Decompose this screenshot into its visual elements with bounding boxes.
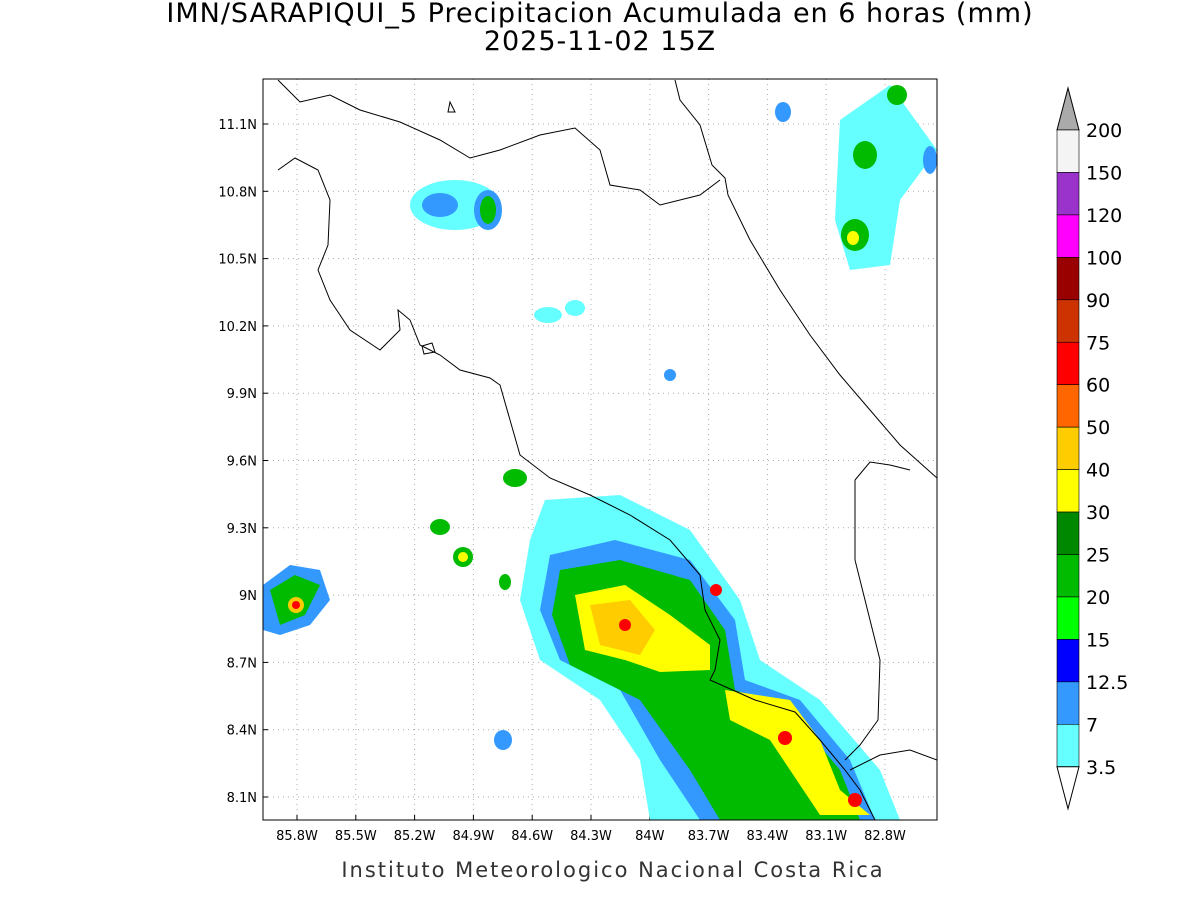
lat-label: 8.1N [227,791,257,806]
lat-label: 8.7N [227,656,257,671]
colorbar-label: 30 [1086,502,1110,524]
lon-label: 84W [635,829,665,844]
footer: Instituto Meteorologico Nacional Costa R… [341,858,884,882]
colorbar-box [1056,681,1080,725]
precipitation [263,85,937,820]
colorbar-label: 75 [1086,332,1110,354]
lat-label: 8.4N [227,724,257,739]
colorbar-label: 40 [1086,460,1110,482]
colorbar-box [1056,426,1080,470]
colorbar-label: 90 [1086,290,1110,312]
plot-frame [262,78,938,821]
colorbar-box [1056,172,1080,216]
colorbar-label: 12.5 [1086,672,1128,694]
colorbar-label: 200 [1086,120,1122,142]
coastlines [277,79,937,820]
colorbar-box [1056,299,1080,343]
subtitle: 2025-11-02 15Z [484,26,716,57]
colorbar-box [1056,723,1080,768]
lon-label: 84.9W [452,829,494,844]
colorbar-box [1056,554,1080,598]
colorbar-box [1056,214,1080,258]
lat-label: 10.8N [218,185,257,200]
rain-field [263,85,937,820]
colorbar-label: 3.5 [1086,757,1116,779]
colorbar-over [1056,86,1080,131]
colorbar-label: 50 [1086,417,1110,439]
lat-label: 10.2N [218,320,257,335]
lon-label: 83.1W [805,829,847,844]
colorbar-box [1056,639,1080,683]
lon-label: 85.5W [335,829,377,844]
colorbar-label: 15 [1086,629,1110,651]
lon-label: 82.8W [864,829,906,844]
lon-label: 83.7W [688,829,730,844]
colorbar-box [1056,469,1080,513]
colorbar-label: 20 [1086,587,1110,609]
colorbar-label: 7 [1086,714,1098,736]
colorbar-under [1056,766,1080,811]
lat-label: 11.1N [218,118,257,133]
lon-label: 85.8W [276,829,318,844]
lat-label: 9.3N [227,522,257,537]
lat-label: 9.9N [227,387,257,402]
lon-label: 84.6W [511,829,553,844]
lon-label: 84.3W [570,829,612,844]
colorbar-box [1056,129,1080,173]
lat-label: 10.5N [218,253,257,268]
colorbar-label: 100 [1086,247,1122,269]
lon-label: 85.2W [394,829,436,844]
colorbar-label: 120 [1086,205,1122,227]
title: IMN/SARAPIQUI_5 Precipitacion Acumulada … [166,0,1033,29]
colorbar-label: 25 [1086,545,1110,567]
colorbar-box [1056,384,1080,428]
colorbar-box [1056,511,1080,555]
grid [263,79,937,820]
colorbar-label: 150 [1086,162,1122,184]
colorbar: 200 150 120 100 90 75 60 50 40 30 25 20 15 12.5 7 3.5 [1056,86,1128,811]
colorbar-label: 60 [1086,375,1110,397]
lat-label: 9N [239,589,257,604]
colorbar-box [1056,596,1080,640]
colorbar-box [1056,257,1080,301]
colorbar-box [1056,341,1080,386]
lat-label: 9.6N [227,455,257,470]
lon-label: 83.4W [746,829,788,844]
